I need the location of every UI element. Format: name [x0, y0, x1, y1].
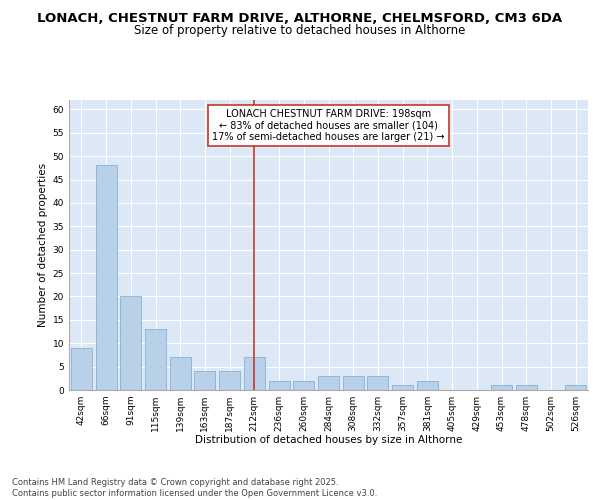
Bar — [318, 376, 339, 390]
X-axis label: Distribution of detached houses by size in Althorne: Distribution of detached houses by size … — [195, 436, 462, 446]
Bar — [417, 380, 438, 390]
Bar — [516, 386, 537, 390]
Bar — [343, 376, 364, 390]
Bar — [219, 372, 240, 390]
Bar — [269, 380, 290, 390]
Bar — [95, 166, 116, 390]
Text: Contains HM Land Registry data © Crown copyright and database right 2025.
Contai: Contains HM Land Registry data © Crown c… — [12, 478, 377, 498]
Text: LONACH CHESTNUT FARM DRIVE: 198sqm
← 83% of detached houses are smaller (104)
17: LONACH CHESTNUT FARM DRIVE: 198sqm ← 83%… — [212, 108, 445, 142]
Bar — [145, 329, 166, 390]
Bar — [293, 380, 314, 390]
Bar — [170, 358, 191, 390]
Y-axis label: Number of detached properties: Number of detached properties — [38, 163, 49, 327]
Bar — [71, 348, 92, 390]
Bar — [244, 358, 265, 390]
Bar — [194, 372, 215, 390]
Bar — [491, 386, 512, 390]
Bar — [367, 376, 388, 390]
Bar — [392, 386, 413, 390]
Bar — [565, 386, 586, 390]
Text: LONACH, CHESTNUT FARM DRIVE, ALTHORNE, CHELMSFORD, CM3 6DA: LONACH, CHESTNUT FARM DRIVE, ALTHORNE, C… — [37, 12, 563, 26]
Bar — [120, 296, 141, 390]
Text: Size of property relative to detached houses in Althorne: Size of property relative to detached ho… — [134, 24, 466, 37]
